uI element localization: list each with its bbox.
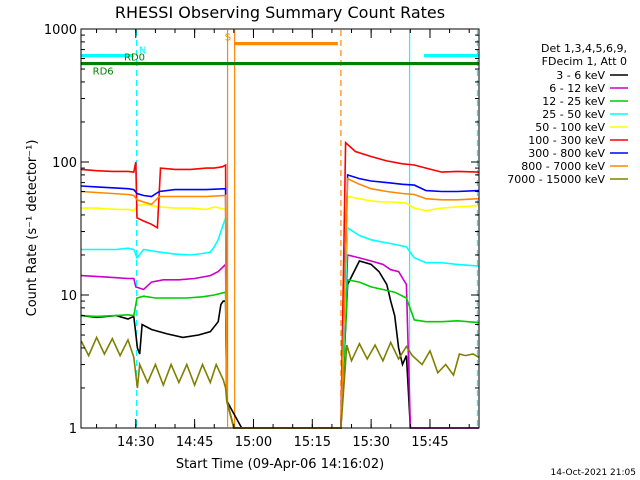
x-tick-label: 15:30	[352, 435, 389, 450]
legend-label: 6 - 12 keV	[549, 82, 605, 95]
series-line	[81, 173, 479, 429]
legend-header: Det 1,3,4,5,6,9,	[541, 42, 627, 55]
series-line	[80, 335, 480, 429]
series-line	[81, 217, 479, 429]
plot-frame	[80, 28, 480, 429]
y-tick-label: 1	[69, 422, 77, 437]
x-tick-label: 15:45	[411, 435, 448, 450]
legend-label: 3 - 6 keV	[556, 69, 605, 82]
legend-label: 7000 - 15000 keV	[507, 173, 605, 186]
legend-label: 50 - 100 keV	[535, 121, 605, 134]
legend: Det 1,3,4,5,6,9,FDecim 1, Att 03 - 6 keV…	[507, 42, 628, 186]
flag-label: RD6	[93, 67, 114, 78]
y-axis-title: Count Rate (s⁻¹ detector⁻¹)	[25, 140, 40, 317]
legend-label: 25 - 50 keV	[542, 108, 605, 121]
y-tick-label: 100	[52, 156, 77, 171]
y-tick-label: 1000	[44, 23, 77, 38]
chart-title: RHESSI Observing Summary Count Rates	[115, 3, 445, 22]
legend-label: 100 - 300 keV	[528, 134, 605, 147]
series-line	[81, 195, 479, 429]
y-tick-label: 10	[60, 289, 77, 304]
legend-label: 12 - 25 keV	[542, 95, 605, 108]
series-line	[81, 140, 479, 429]
x-axis-title: Start Time (09-Apr-06 14:16:02)	[176, 457, 384, 472]
x-tick-label: 15:15	[294, 435, 331, 450]
legend-label: 300 - 800 keV	[528, 147, 605, 160]
series-line	[81, 278, 479, 429]
series-line	[81, 260, 479, 429]
flag-label: N	[139, 46, 146, 57]
x-tick-label: 14:30	[117, 435, 154, 450]
x-tick-label: 14:45	[176, 435, 213, 450]
flag-label: S	[225, 33, 231, 44]
series-line	[81, 177, 479, 429]
legend-label: 800 - 7000 keV	[521, 160, 605, 173]
x-tick-label: 15:00	[235, 435, 272, 450]
legend-header: FDecim 1, Att 0	[542, 55, 627, 68]
flag-label: RD0	[124, 53, 145, 64]
timestamp: 14-Oct-2021 21:05	[551, 468, 636, 478]
